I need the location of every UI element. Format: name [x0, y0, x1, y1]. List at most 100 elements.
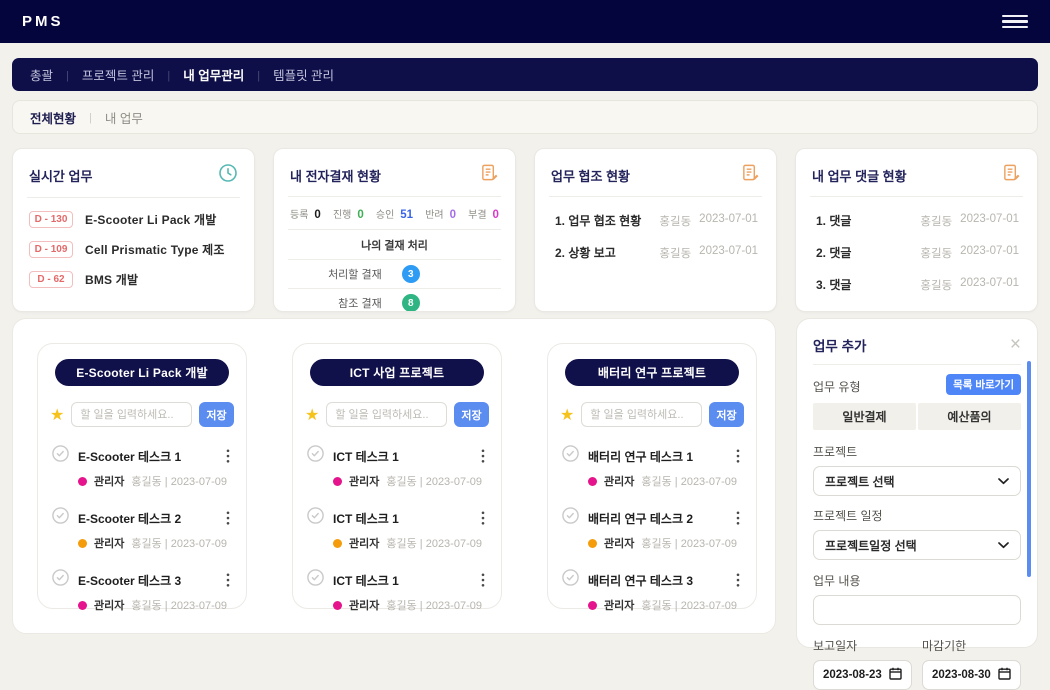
subnav-separator: [76, 110, 105, 124]
sub-nav: 전체현황 내 업무: [12, 100, 1038, 134]
panel-scrollbar[interactable]: [1027, 361, 1031, 577]
main-nav: 총괄 프로젝트 관리 내 업무관리 템플릿 관리: [12, 58, 1038, 91]
check-circle-icon[interactable]: [52, 507, 69, 529]
nav-item-overview[interactable]: 총괄: [30, 69, 54, 83]
kanban-container: E-Scooter Li Pack 개발 저장 E-Scooter 테스크 1 …: [12, 318, 776, 634]
check-circle-icon[interactable]: [52, 445, 69, 467]
kebab-menu-icon[interactable]: [479, 449, 487, 463]
item-meta: 홍길동 2023-07-01: [659, 244, 758, 260]
nav-item-project-management[interactable]: 프로젝트 관리: [81, 69, 155, 83]
status-dot: [333, 538, 342, 548]
list-item[interactable]: 1. 업무 협조 현황 홍길동 2023-07-01: [555, 212, 758, 229]
task-item[interactable]: 배터리 연구 테스크 3 관리자 홍길동 | 2023-07-09: [562, 569, 742, 613]
item-meta: 홍길동 2023-07-01: [920, 276, 1019, 292]
list-item[interactable]: 2. 상황 보고 홍길동 2023-07-01: [555, 244, 758, 261]
app-logo: PMS: [22, 13, 64, 30]
stat-approved: 승인 51: [375, 209, 414, 221]
task-item[interactable]: 배터리 연구 테스크 1 관리자 홍길동 | 2023-07-09: [562, 445, 742, 489]
project-select[interactable]: 프로젝트 선택: [813, 466, 1021, 496]
due-date-input[interactable]: 2023-08-30: [922, 660, 1021, 690]
list-item[interactable]: D - 130 E-Scooter Li Pack 개발: [27, 211, 240, 228]
report-date-input[interactable]: 2023-08-23: [813, 660, 912, 690]
task-type-option-budget[interactable]: 예산품의: [918, 403, 1021, 430]
status-dot: [588, 600, 597, 610]
task-item[interactable]: E-Scooter 테스크 3 관리자 홍길동 | 2023-07-09: [52, 569, 232, 613]
approval-row-reference[interactable]: 참조 결재 8: [288, 289, 501, 311]
comments-status-card: 내 업무 댓글 현황 1. 댓글 홍길동 2023-07-01 2. 댓글 홍길동…: [795, 148, 1038, 312]
list-shortcut-button[interactable]: 목록 바로가기: [946, 374, 1021, 395]
chevron-down-icon: [998, 538, 1009, 552]
save-button[interactable]: 저장: [709, 402, 744, 427]
list-item[interactable]: 3. 댓글 홍길동 2023-07-01: [816, 276, 1019, 293]
kebab-menu-icon[interactable]: [734, 573, 742, 587]
save-button[interactable]: 저장: [199, 402, 234, 427]
kebab-menu-icon[interactable]: [734, 449, 742, 463]
check-circle-icon[interactable]: [562, 569, 579, 591]
card-title: 실시간 업무: [29, 169, 93, 184]
star-icon: [560, 405, 574, 425]
todo-input[interactable]: [581, 402, 702, 427]
list-item[interactable]: 1. 댓글 홍길동 2023-07-01: [816, 212, 1019, 229]
board-title-button[interactable]: E-Scooter Li Pack 개발: [55, 359, 229, 386]
project-name: E-Scooter Li Pack 개발: [85, 213, 217, 227]
item-meta: 홍길동 2023-07-01: [920, 244, 1019, 260]
status-dot: [78, 600, 87, 610]
realtime-tasks-card: 실시간 업무 D - 130 E-Scooter Li Pack 개발 D - …: [12, 148, 255, 312]
project-name: Cell Prismatic Type 제조: [85, 243, 225, 257]
task-item[interactable]: ICT 테스크 1 관리자 홍길동 | 2023-07-09: [307, 445, 487, 489]
my-approval-section-title: 나의 결재 처리: [288, 230, 501, 260]
check-circle-icon[interactable]: [307, 569, 324, 591]
document-edit-icon: [480, 163, 499, 187]
hamburger-menu-icon[interactable]: [1002, 14, 1028, 29]
subnav-item-my-work[interactable]: 내 업무: [104, 111, 143, 126]
task-content-input[interactable]: [813, 595, 1021, 625]
check-circle-icon[interactable]: [562, 445, 579, 467]
approval-row-todo[interactable]: 처리할 결재 3: [288, 260, 501, 289]
status-dot: [333, 476, 342, 486]
save-button[interactable]: 저장: [454, 402, 489, 427]
nav-separator: [244, 68, 273, 82]
board-title-button[interactable]: 배터리 연구 프로젝트: [565, 359, 739, 386]
due-date-label: 마감기한: [922, 639, 967, 653]
todo-input[interactable]: [71, 402, 192, 427]
kebab-menu-icon[interactable]: [479, 511, 487, 525]
task-item[interactable]: ICT 테스크 1 관리자 홍길동 | 2023-07-09: [307, 569, 487, 613]
list-item[interactable]: 2. 댓글 홍길동 2023-07-01: [816, 244, 1019, 261]
nav-item-my-tasks[interactable]: 내 업무관리: [183, 69, 245, 83]
star-icon: [50, 405, 64, 425]
list-item[interactable]: D - 62 BMS 개발: [27, 271, 240, 288]
check-circle-icon[interactable]: [307, 507, 324, 529]
check-circle-icon[interactable]: [562, 507, 579, 529]
board-title-button[interactable]: ICT 사업 프로젝트: [310, 359, 484, 386]
status-dot: [78, 538, 87, 548]
task-item[interactable]: ICT 테스크 1 관리자 홍길동 | 2023-07-09: [307, 507, 487, 551]
check-circle-icon[interactable]: [307, 445, 324, 467]
card-title: 내 업무 댓글 현황: [812, 168, 907, 184]
card-title: 업무 협조 현황: [551, 168, 630, 184]
task-item[interactable]: E-Scooter 테스크 1 관리자 홍길동 | 2023-07-09: [52, 445, 232, 489]
star-icon: [305, 405, 319, 425]
document-edit-icon: [1002, 163, 1021, 187]
check-circle-icon[interactable]: [52, 569, 69, 591]
kebab-menu-icon[interactable]: [224, 511, 232, 525]
todo-input[interactable]: [326, 402, 447, 427]
project-board-battery: 배터리 연구 프로젝트 저장 배터리 연구 테스크 1 관리자 홍: [547, 343, 757, 612]
task-type-segmented-control: 일반결제 예산품의: [813, 403, 1021, 430]
close-icon[interactable]: [1010, 338, 1021, 352]
kebab-menu-icon[interactable]: [224, 573, 232, 587]
subnav-item-total-status[interactable]: 전체현황: [30, 111, 77, 126]
calendar-icon[interactable]: [998, 667, 1011, 683]
task-item[interactable]: 배터리 연구 테스크 2 관리자 홍길동 | 2023-07-09: [562, 507, 742, 551]
dday-badge: D - 62: [29, 271, 73, 288]
list-item[interactable]: D - 109 Cell Prismatic Type 제조: [27, 241, 240, 258]
task-item[interactable]: E-Scooter 테스크 2 관리자 홍길동 | 2023-07-09: [52, 507, 232, 551]
kebab-menu-icon[interactable]: [734, 511, 742, 525]
project-schedule-select[interactable]: 프로젝트일정 선택: [813, 530, 1021, 560]
calendar-icon[interactable]: [889, 667, 902, 683]
kebab-menu-icon[interactable]: [224, 449, 232, 463]
panel-title: 업무 추가: [813, 339, 867, 354]
kebab-menu-icon[interactable]: [479, 573, 487, 587]
nav-item-template-management[interactable]: 템플릿 관리: [273, 69, 335, 83]
status-dot: [78, 476, 87, 486]
task-type-option-general[interactable]: 일반결제: [813, 403, 916, 430]
